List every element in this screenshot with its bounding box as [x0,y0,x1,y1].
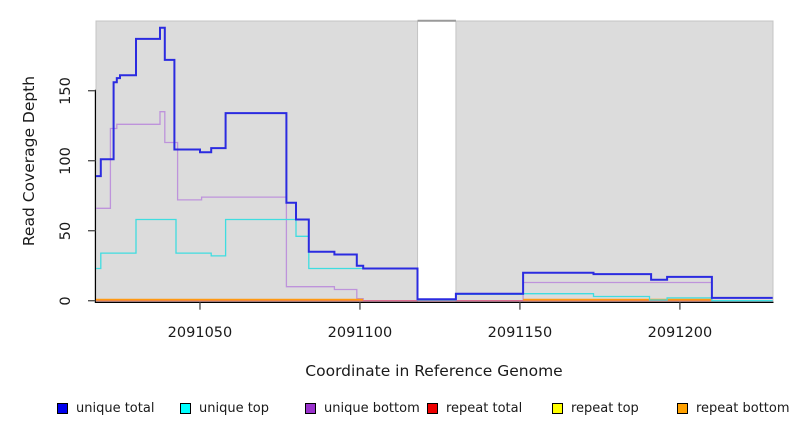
legend-label-repeat-bottom: repeat bottom [696,401,790,416]
legend-label-unique-total: unique total [76,401,155,416]
y-tick-label: 50 [58,221,74,240]
legend-swatch-unique-total [57,403,68,414]
y-tick-label: 100 [58,146,74,175]
legend-swatch-repeat-total [427,403,438,414]
legend-label-repeat-top: repeat top [571,401,639,416]
legend-swatch-repeat-top [552,403,563,414]
x-tick-label: 2091050 [167,325,233,341]
legend-swatch-repeat-bottom [677,403,688,414]
x-tick-label: 2091200 [647,325,713,341]
plot-background-right [455,20,774,303]
y-axis-title: Read Coverage Depth [20,75,38,247]
legend-swatch-unique-bottom [305,403,316,414]
y-tick-label: 0 [58,296,74,306]
legend-label-unique-top: unique top [199,401,270,416]
x-tick-label: 2091100 [327,325,393,341]
legend-label-repeat-total: repeat total [446,401,523,416]
legend-item-unique-bottom: unique bottom [305,401,420,416]
legend-item-repeat-top: repeat top [552,401,639,416]
x-axis-title: Coordinate in Reference Genome [305,362,563,380]
legend-item-unique-top: unique top [180,401,269,416]
x-tick-label: 2091150 [487,325,553,341]
legend-label-unique-bottom: unique bottom [324,401,420,416]
legend-item-unique-total: unique total [57,401,154,416]
legend-swatch-unique-top [180,403,191,414]
series-line-unique-total [96,26,773,301]
legend-item-repeat-bottom: repeat bottom [677,401,790,416]
y-tick-label: 150 [58,76,74,105]
plot-background-left [95,20,419,303]
legend-item-repeat-total: repeat total [427,401,522,416]
